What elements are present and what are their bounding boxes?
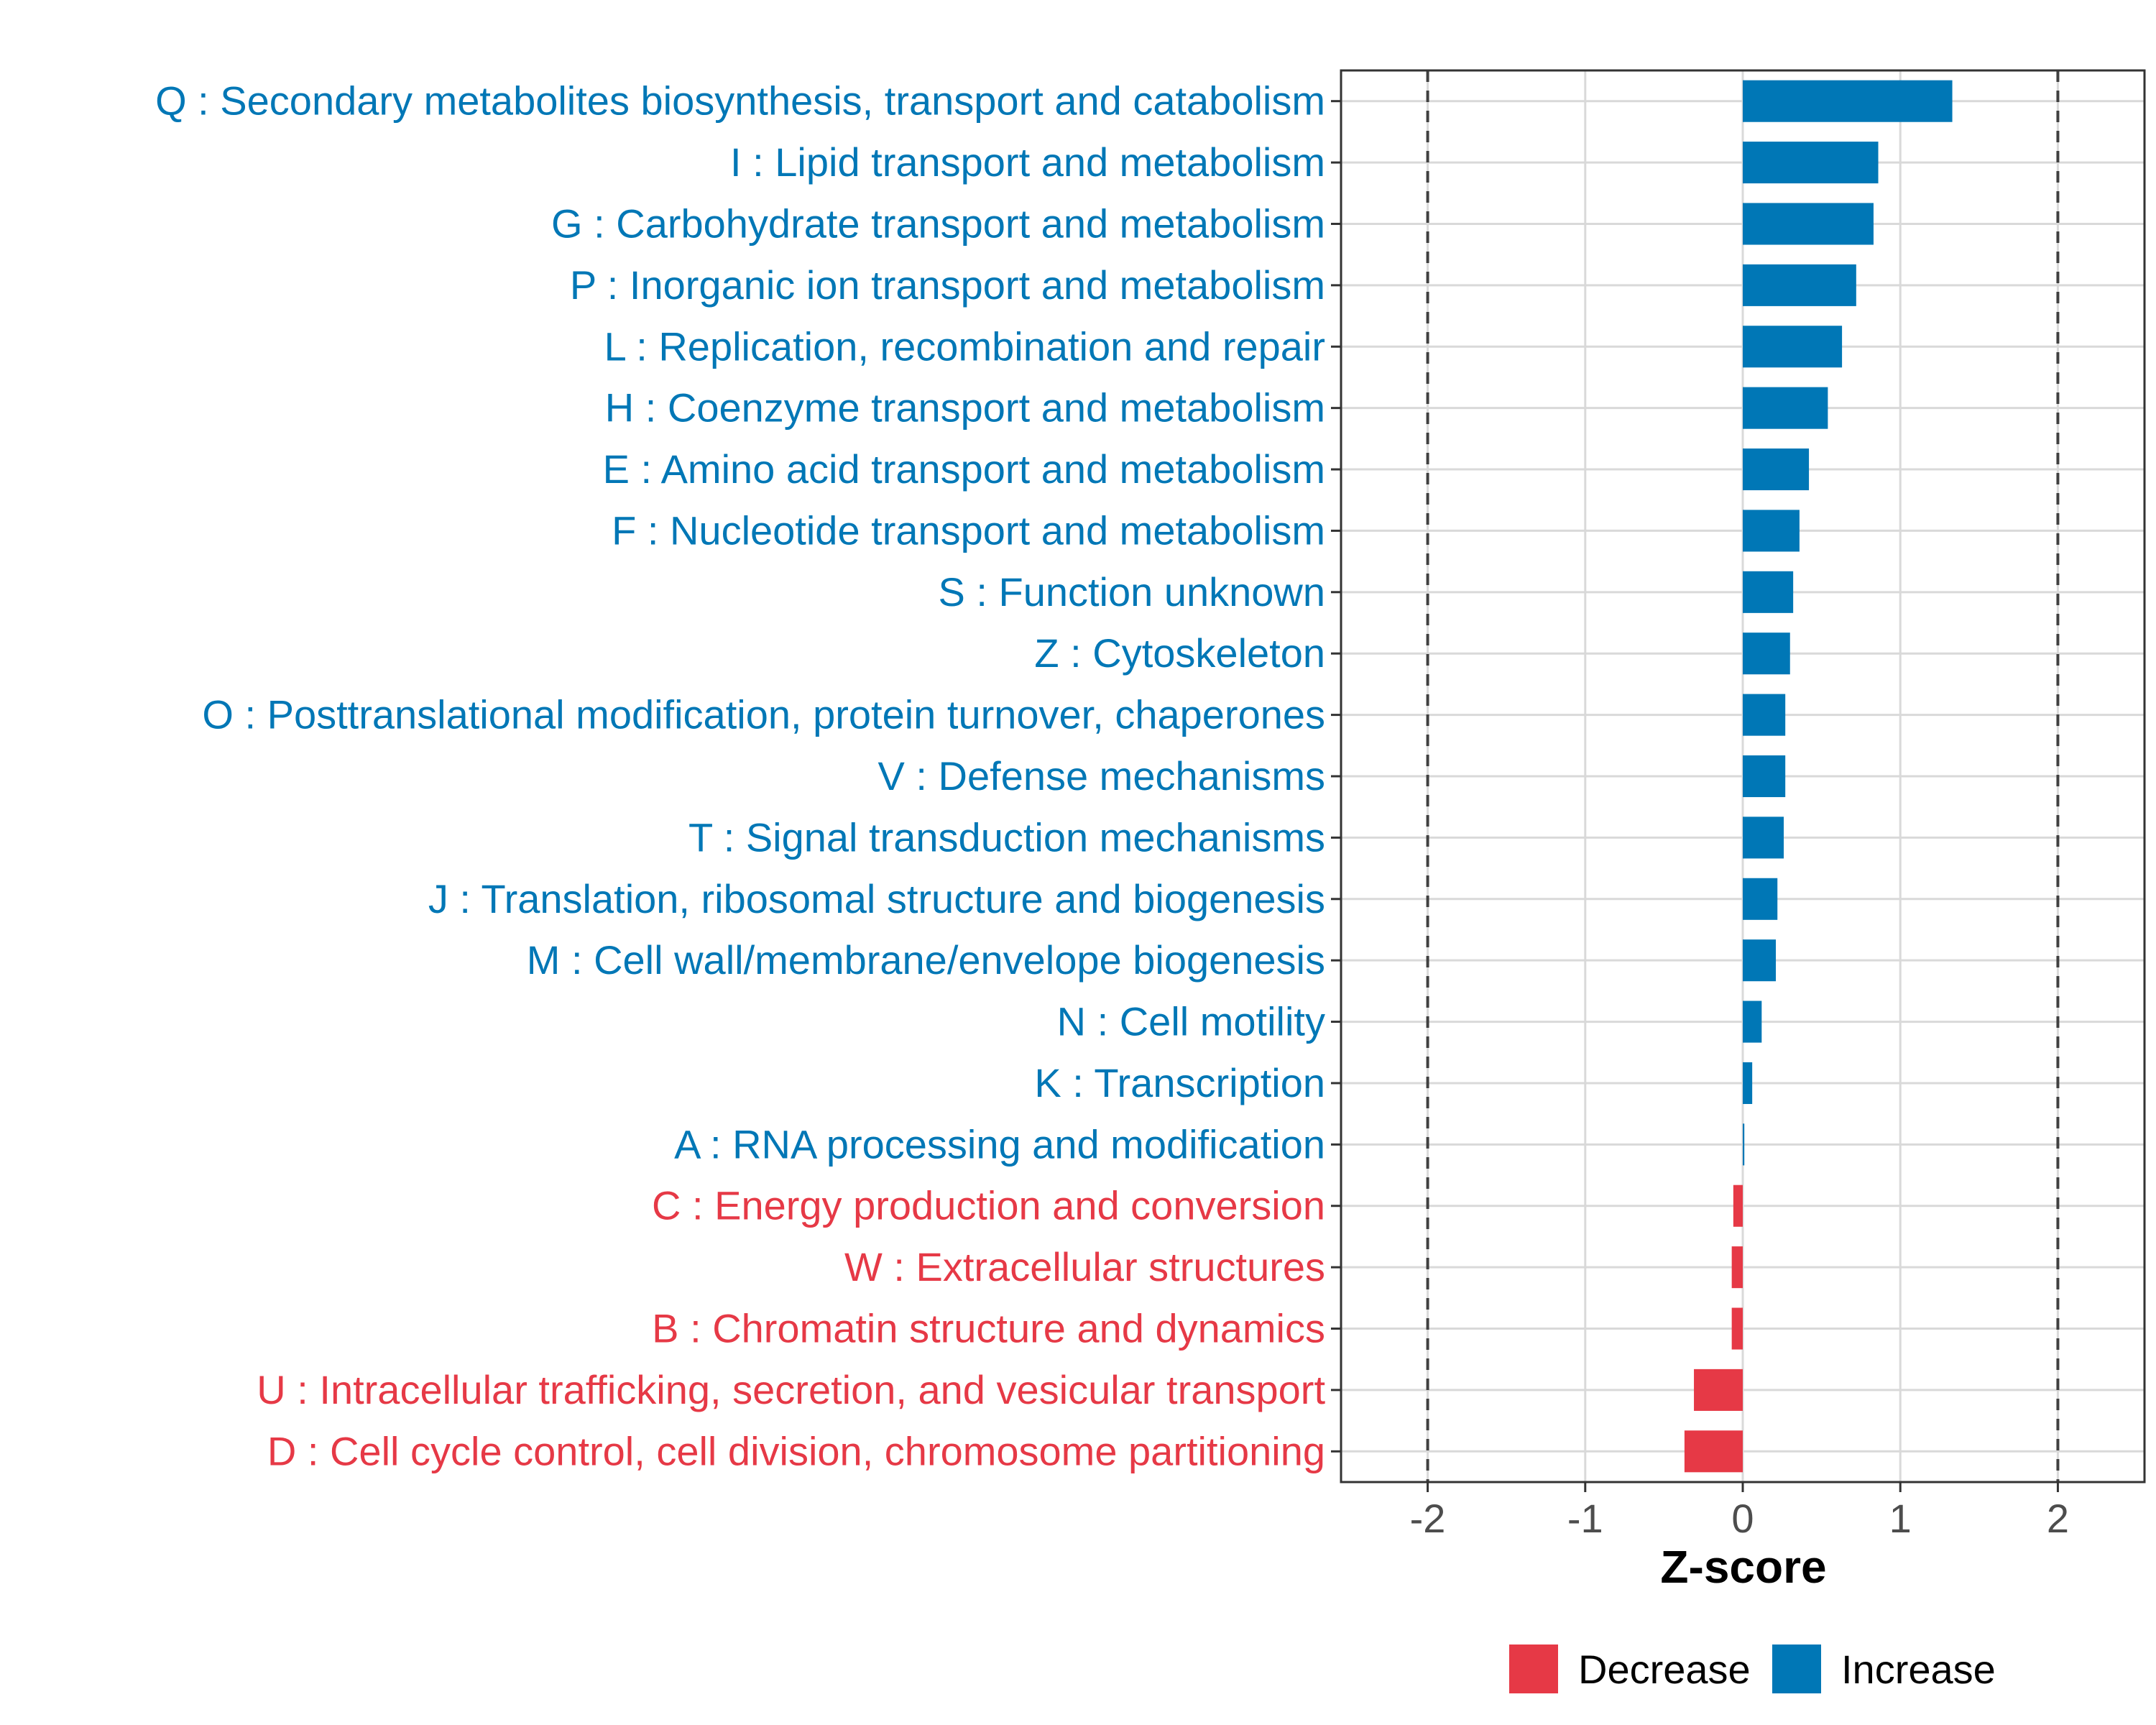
category-label: K : Transcription	[1034, 1060, 1325, 1105]
category-label: T : Signal transduction mechanisms	[688, 814, 1325, 860]
reference-lines	[1426, 70, 2060, 1482]
category-label: M : Cell wall/membrane/envelope biogenes…	[527, 937, 1325, 983]
category-label: W : Extracellular structures	[844, 1244, 1325, 1289]
bars	[1684, 80, 1953, 1473]
legend: Decrease Increase	[1509, 1644, 1996, 1693]
category-label: V : Defense mechanisms	[878, 753, 1325, 799]
bar	[1743, 448, 1810, 491]
bar	[1731, 1307, 1743, 1350]
bar	[1743, 1000, 1762, 1043]
bar	[1743, 878, 1778, 920]
bar	[1733, 1184, 1743, 1227]
category-label: B : Chromatin structure and dynamics	[652, 1306, 1325, 1351]
category-label: H : Coenzyme transport and metabolism	[605, 385, 1325, 431]
x-tick-label: 0	[1731, 1496, 1754, 1541]
y-axis-ticks: Q : Secondary metabolites biosynthesis, …	[155, 78, 1341, 1473]
bar	[1743, 264, 1856, 306]
category-label: S : Function unknown	[938, 569, 1325, 615]
bar	[1743, 1123, 1745, 1166]
category-label: P : Inorganic ion transport and metaboli…	[570, 262, 1325, 308]
category-label: C : Energy production and conversion	[652, 1183, 1325, 1228]
x-tick-label: -1	[1567, 1496, 1603, 1541]
bar	[1743, 632, 1790, 675]
bar	[1743, 387, 1828, 429]
bar	[1743, 510, 1800, 552]
x-axis-ticks: -2 -1 0 1 2	[1410, 1482, 2069, 1541]
category-label: G : Carbohydrate transport and metabolis…	[551, 201, 1325, 246]
bar	[1743, 326, 1843, 368]
legend-swatch	[1509, 1644, 1558, 1693]
bar	[1743, 1062, 1753, 1104]
legend-label: Decrease	[1578, 1647, 1751, 1692]
x-tick-label: 1	[1889, 1496, 1912, 1541]
category-label: E : Amino acid transport and metabolism	[603, 446, 1325, 492]
bar	[1743, 694, 1786, 736]
category-label: J : Translation, ribosomal structure and…	[428, 876, 1325, 921]
bar	[1694, 1368, 1743, 1411]
x-tick-label: 2	[2047, 1496, 2069, 1541]
x-tick-label: -2	[1410, 1496, 1446, 1541]
category-label: I : Lipid transport and metabolism	[730, 139, 1325, 185]
bar	[1743, 939, 1777, 982]
x-axis-title: Z-score	[1660, 1541, 1826, 1593]
bar	[1743, 816, 1784, 859]
bar	[1743, 80, 1953, 122]
category-label: F : Nucleotide transport and metabolism	[612, 507, 1325, 553]
category-label: D : Cell cycle control, cell division, c…	[267, 1428, 1325, 1473]
legend-swatch	[1772, 1644, 1821, 1693]
category-label: Q : Secondary metabolites biosynthesis, …	[155, 78, 1325, 124]
bar	[1743, 142, 1879, 184]
bar	[1743, 571, 1794, 613]
category-label: O : Posttranslational modification, prot…	[202, 692, 1325, 737]
legend-label: Increase	[1841, 1647, 1996, 1692]
bar	[1731, 1246, 1743, 1289]
category-label: A : RNA processing and modification	[674, 1121, 1325, 1167]
category-label: L : Replication, recombination and repai…	[604, 323, 1325, 369]
category-label: Z : Cytoskeleton	[1034, 630, 1325, 676]
category-label: N : Cell motility	[1057, 999, 1325, 1044]
bar	[1743, 203, 1874, 245]
bar	[1684, 1430, 1743, 1473]
category-label: U : Intracellular trafficking, secretion…	[257, 1367, 1325, 1412]
bar	[1743, 755, 1786, 798]
